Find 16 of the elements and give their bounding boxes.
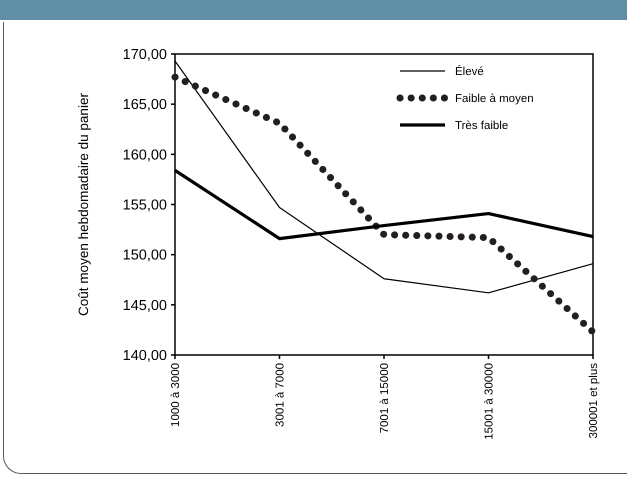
x-tick-label: 7001 à 15000 <box>379 363 391 434</box>
legend-label: Très faible <box>455 120 508 132</box>
y-tick-label: 160,00 <box>122 147 167 164</box>
y-tick-label: 150,00 <box>122 248 167 264</box>
y-tick-label: 140,00 <box>122 348 167 364</box>
x-tick-label: 15001 à 30000 <box>484 363 496 440</box>
x-tick-label: 3001 à 7000 <box>274 363 286 427</box>
y-tick-label: 155,00 <box>122 198 167 214</box>
y-tick-label: 165,00 <box>122 97 167 114</box>
y-tick-label: 170,00 <box>122 47 167 64</box>
y-axis-title: Coût moyen hebdomadaire du panier <box>76 92 91 316</box>
legend-label: Élevé <box>455 65 484 78</box>
x-tick-label: 300001 et plus <box>588 362 600 438</box>
y-tick-label: 145,00 <box>122 298 167 314</box>
x-tick-label: 1000 à 3000 <box>170 363 182 427</box>
legend-label: Faible à moyen <box>455 93 534 106</box>
